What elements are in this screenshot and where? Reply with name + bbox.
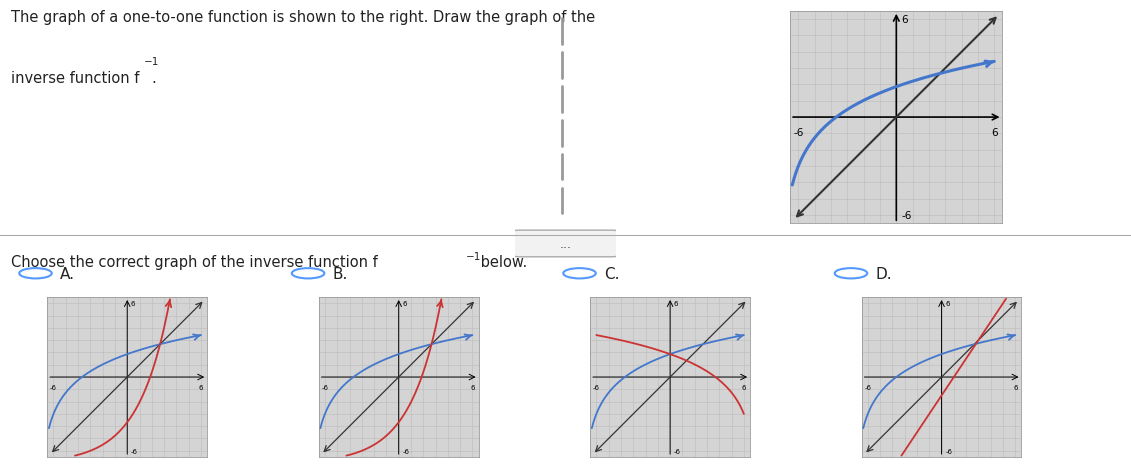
Text: ...: ... [560,238,571,250]
Text: -6: -6 [131,448,138,454]
Text: -6: -6 [50,385,57,391]
Text: -6: -6 [946,448,952,454]
Text: -6: -6 [793,128,803,138]
Text: 6: 6 [131,301,136,307]
Text: 6: 6 [403,301,407,307]
Text: -6: -6 [403,448,409,454]
FancyBboxPatch shape [511,231,620,257]
Text: below.: below. [476,254,527,269]
Text: -6: -6 [674,448,681,454]
Text: C.: C. [604,266,620,281]
Text: -6: -6 [901,210,912,220]
Text: 6: 6 [470,385,475,391]
Text: −1: −1 [145,57,159,67]
Text: B.: B. [333,266,348,281]
Text: .: . [152,71,156,86]
Text: 6: 6 [901,15,908,25]
Text: -6: -6 [321,385,328,391]
Text: The graph of a one-to-one function is shown to the right. Draw the graph of the: The graph of a one-to-one function is sh… [11,10,595,24]
Text: Choose the correct graph of the inverse function f: Choose the correct graph of the inverse … [11,254,378,269]
Text: A.: A. [60,266,75,281]
Text: D.: D. [875,266,892,281]
Text: 6: 6 [1013,385,1018,391]
Text: inverse function f: inverse function f [11,71,140,86]
Text: −1: −1 [466,252,482,262]
Text: 6: 6 [742,385,746,391]
Text: 6: 6 [199,385,204,391]
Text: -6: -6 [593,385,599,391]
Text: 6: 6 [674,301,679,307]
Text: -6: -6 [864,385,871,391]
Text: 6: 6 [991,128,998,138]
Text: 6: 6 [946,301,950,307]
